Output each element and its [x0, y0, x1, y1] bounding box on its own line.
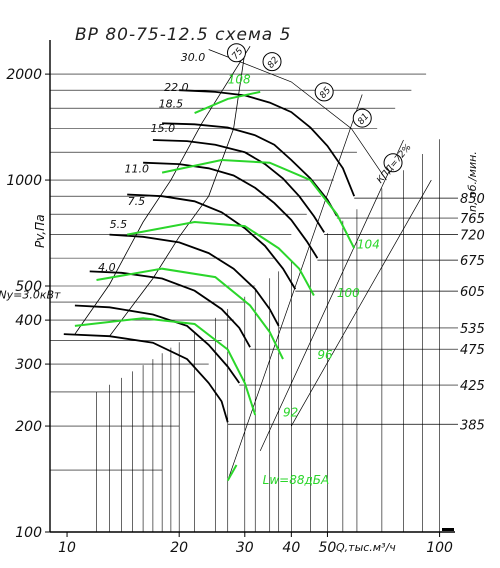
power-label: Ny=3.0кВт — [0, 289, 61, 302]
noise-label: 108 — [228, 73, 251, 87]
noise-label: 100 — [337, 286, 360, 300]
power-label: 15.0 — [151, 122, 176, 135]
noise-label: Lw=88дБА — [263, 473, 330, 487]
efficiency-ray — [259, 139, 404, 452]
noise-curve-108 — [194, 90, 261, 115]
efficiency-boundary — [109, 52, 246, 337]
x-tick-label: 10 — [58, 540, 76, 556]
noise-label: 104 — [357, 237, 380, 251]
noise-curve-96 — [96, 267, 284, 360]
noise-curve-88 — [226, 464, 238, 482]
noise-label: 96 — [317, 348, 333, 362]
pressure-curves — [63, 45, 356, 423]
efficiency-boundary — [74, 45, 251, 335]
efficiency-ray — [290, 179, 432, 427]
x-tick-label: 20 — [170, 540, 188, 556]
efficiency-marker — [314, 82, 334, 102]
y-tick-label: 500 — [15, 279, 42, 295]
efficiency-envelope — [208, 49, 387, 181]
noise-curve-100 — [127, 220, 315, 296]
speed-label: 675 — [460, 254, 485, 269]
pressure-curve-675 — [143, 161, 319, 259]
efficiency-marker — [352, 108, 372, 128]
x-axis-label: Q,тыс.м³/ч — [336, 541, 396, 554]
speed-guide-lines — [227, 197, 458, 425]
x-tick-label: 30 — [236, 540, 254, 556]
speed-label: 535 — [460, 322, 485, 337]
efficiency-rays — [208, 49, 432, 481]
speed-label: 425 — [460, 379, 485, 394]
pressure-curve-850 — [179, 89, 356, 197]
pressure-curve-605 — [127, 193, 297, 290]
pressure-curve-535 — [109, 233, 280, 327]
noise-curves — [74, 90, 356, 482]
y-tick-label: 200 — [15, 419, 42, 435]
noise-label: 92 — [283, 405, 298, 419]
power-label: 22.0 — [164, 81, 189, 94]
pressure-curve-425 — [74, 304, 241, 384]
pressure-curve-475 — [89, 270, 251, 348]
y-tick-label: 1000 — [6, 173, 42, 189]
speed-label: 475 — [460, 343, 485, 358]
efficiency-label: КПД=72% — [375, 143, 413, 186]
y-tick-label: 400 — [15, 313, 42, 329]
power-label: 4.0 — [98, 261, 116, 274]
y-tick-label: 2000 — [6, 67, 42, 83]
speed-label: 850 — [460, 192, 485, 207]
power-label: 5.5 — [110, 218, 128, 231]
x-tick-label: 100 — [426, 540, 453, 556]
y-tick-label: 100 — [15, 525, 42, 541]
efficiency-marker — [383, 153, 403, 173]
efficiency-marker — [226, 43, 246, 63]
power-label: 7.5 — [128, 195, 146, 208]
speed-label: 605 — [460, 285, 485, 300]
power-label: 11.0 — [125, 163, 150, 176]
speed-label: 765 — [460, 212, 485, 227]
pressure-curve-720 — [152, 139, 325, 233]
power-label: 30.0 — [181, 51, 206, 64]
power-label: 18.5 — [159, 97, 184, 110]
y-axis-label: Pv,Па — [33, 214, 47, 248]
speed-label: 385 — [460, 418, 485, 433]
scale-marker — [442, 528, 454, 531]
chart-title: ВР 80-75-12.5 схема 5 — [75, 25, 291, 45]
noise-curve-104 — [161, 158, 356, 249]
speed-axis-label: n, об./мин. — [466, 151, 479, 212]
pressure-curve-385 — [63, 333, 229, 423]
noise-curve-92 — [74, 317, 257, 416]
efficiency-marker — [262, 52, 282, 72]
x-tick-label: 40 — [282, 540, 300, 556]
x-tick-label: 50 — [319, 540, 337, 556]
y-tick-label: 300 — [15, 357, 42, 373]
pressure-curve-765 — [162, 122, 338, 217]
speed-label: 720 — [460, 228, 485, 243]
grid-lines — [45, 73, 441, 537]
